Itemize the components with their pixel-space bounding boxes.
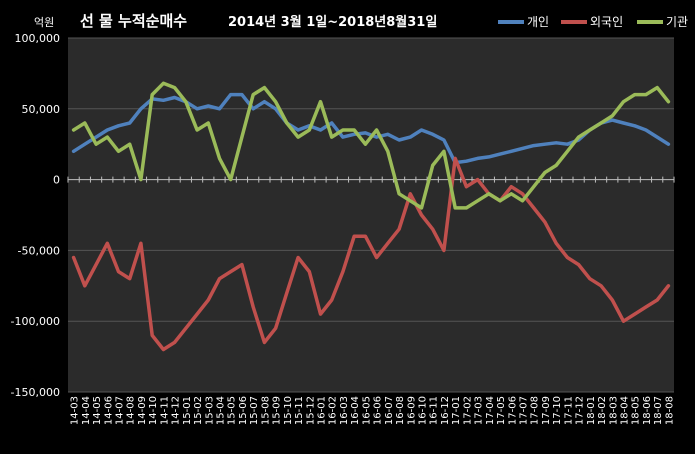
x-tick-label: 15-04 — [216, 396, 227, 425]
x-tick-label: 18-01 — [586, 396, 597, 425]
x-tick-label: 15-05 — [227, 396, 238, 425]
x-tick-label: 18-03 — [608, 396, 619, 425]
x-tick-label: 16-12 — [440, 396, 451, 425]
x-tick-label: 15-09 — [272, 396, 283, 425]
x-tick-label: 17-09 — [541, 396, 552, 425]
legend-label: 개인 — [527, 15, 549, 29]
chart-title: 선 물 누적순매수 — [80, 12, 187, 30]
series-line — [71, 156, 671, 352]
x-tick-label: 16-07 — [384, 396, 395, 425]
x-tick-label: 14-07 — [115, 396, 126, 425]
x-tick-label: 14-08 — [126, 396, 137, 425]
x-tick-label: 15-06 — [238, 396, 249, 425]
x-tick-label: 15-08 — [260, 396, 271, 425]
y-tick-label: 100,000 — [15, 32, 61, 45]
legend: 개인 외국인 기관 — [498, 15, 688, 29]
x-tick-label: 16-05 — [361, 396, 372, 425]
chart-unit-label: 억원 — [34, 16, 54, 29]
y-axis: 100,000 50,000 0 -50,000 -100,000 -150,000 — [11, 32, 60, 399]
x-tick-label: 14-09 — [137, 396, 148, 425]
x-tick-label: 17-08 — [530, 396, 541, 425]
x-tick-label: 17-02 — [462, 396, 473, 425]
series-lines — [71, 81, 671, 352]
x-tick-label: 15-01 — [182, 396, 193, 425]
y-tick-label: 50,000 — [22, 103, 61, 116]
y-tick-label: -50,000 — [18, 244, 60, 257]
chart-subtitle: 2014년 3월 1일~2018년8월31일 — [228, 14, 437, 30]
x-tick-label: 17-07 — [519, 396, 530, 425]
x-tick-label: 16-01 — [317, 396, 328, 425]
x-tick-label: 15-03 — [204, 396, 215, 425]
x-tick-label: 17-11 — [563, 396, 574, 425]
x-tick-label: 14-06 — [103, 396, 114, 425]
x-tick-label: 15-12 — [305, 396, 316, 425]
x-tick-label: 16-03 — [339, 396, 350, 425]
x-tick-label: 18-06 — [642, 396, 653, 425]
x-tick-label: 16-06 — [373, 396, 384, 425]
x-tick-label: 16-02 — [328, 396, 339, 425]
y-tick-label: -150,000 — [11, 386, 60, 399]
x-tick-label: 15-10 — [283, 396, 294, 425]
x-tick-label: 16-10 — [418, 396, 429, 425]
x-tick-label: 17-05 — [496, 396, 507, 425]
x-tick-label: 16-04 — [350, 396, 361, 425]
x-tick-label: 17-06 — [507, 396, 518, 425]
series-line — [71, 81, 671, 210]
x-tick-label: 18-07 — [653, 396, 664, 425]
grid-lines — [67, 37, 675, 393]
x-tick-label: 14-05 — [92, 396, 103, 425]
x-tick-label: 16-11 — [429, 396, 440, 425]
x-tick-label: 14-03 — [70, 396, 81, 425]
x-tick-label: 17-10 — [552, 396, 563, 425]
x-tick-label: 15-11 — [294, 396, 305, 425]
plot-area — [68, 38, 674, 392]
x-tick-label: 18-08 — [664, 396, 675, 425]
x-tick-label: 15-07 — [249, 396, 260, 425]
x-tick-label: 14-12 — [171, 396, 182, 425]
x-tick-label: 18-05 — [631, 396, 642, 425]
x-tick-label: 17-04 — [485, 396, 496, 425]
x-axis: 14-03 14-04 14-05 14-06 14-07 14-08 14-09 14-10… — [70, 396, 676, 425]
legend-label: 외국인 — [590, 15, 623, 29]
y-tick-label: 0 — [53, 174, 60, 187]
x-tick-label: 17-03 — [474, 396, 485, 425]
x-tick-label: 18-04 — [620, 396, 631, 425]
x-tick-label: 14-04 — [81, 396, 92, 425]
x-tick-label: 16-08 — [395, 396, 406, 425]
legend-label: 기관 — [666, 15, 688, 29]
x-tick-label: 17-12 — [575, 396, 586, 425]
x-tick-label: 18-02 — [597, 396, 608, 425]
y-tick-label: -100,000 — [11, 315, 60, 328]
x-tick-label: 14-11 — [159, 396, 170, 425]
x-tick-label: 15-02 — [193, 396, 204, 425]
x-tick-label: 14-10 — [148, 396, 159, 425]
x-tick-label: 16-09 — [406, 396, 417, 425]
x-tick-label: 17-01 — [451, 396, 462, 425]
